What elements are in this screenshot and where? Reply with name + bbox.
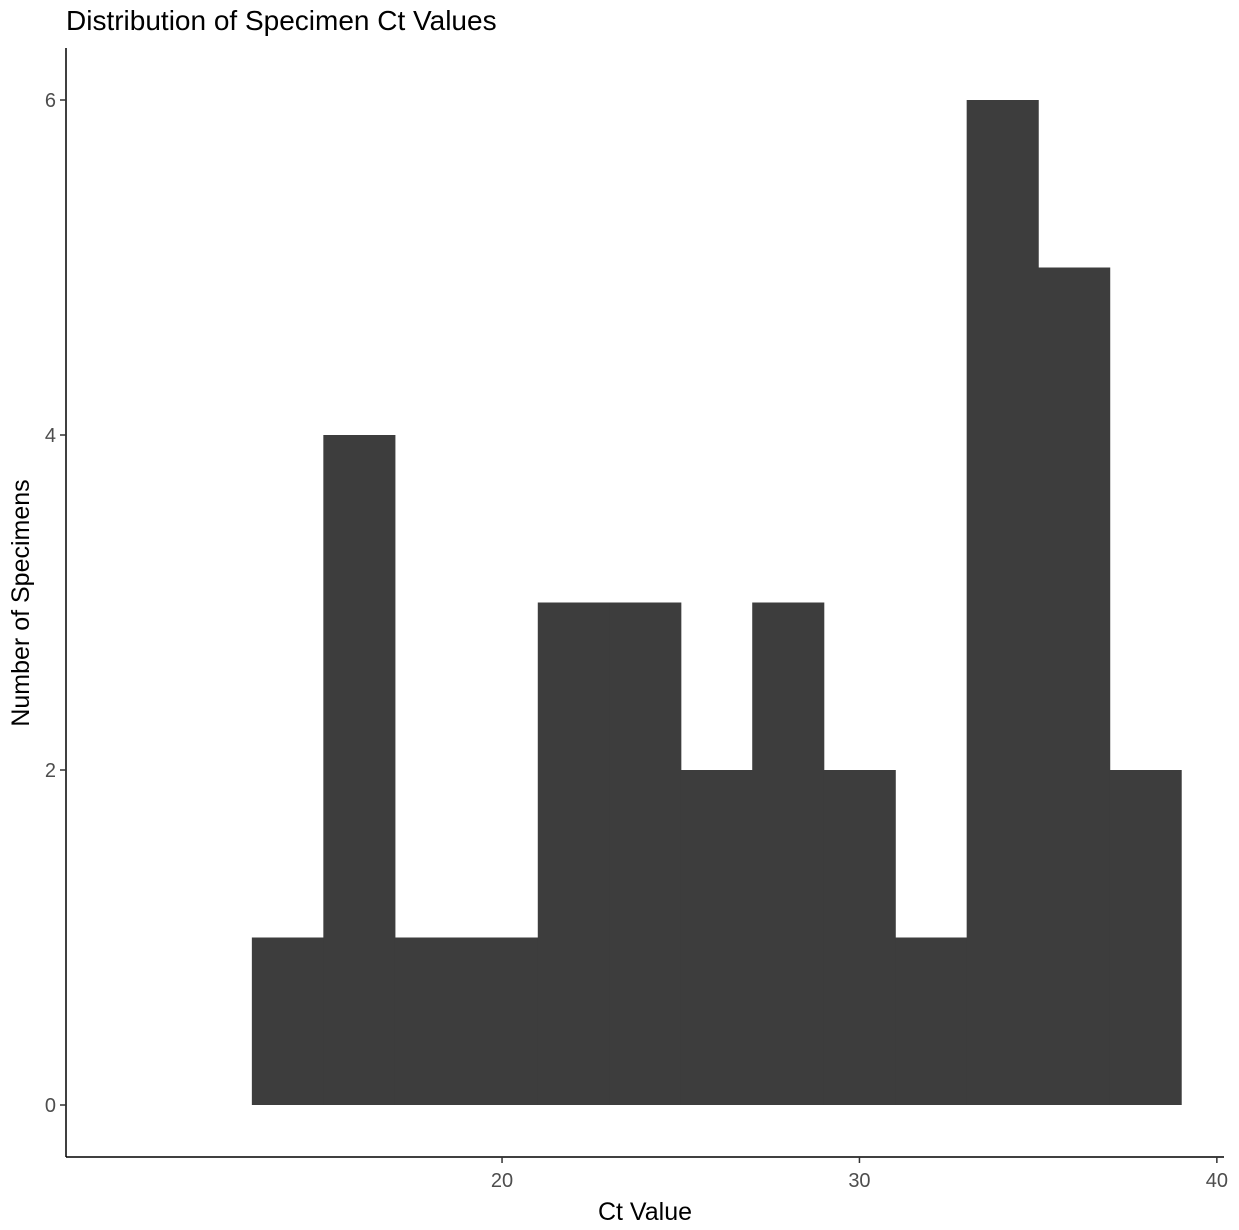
x-axis-title: Ct Value: [598, 1198, 692, 1226]
y-axis-title: Number of Specimens: [7, 479, 35, 726]
y-tick-label: 0: [45, 1095, 56, 1117]
bars-group: [251, 100, 1182, 1105]
x-tick-label: 20: [491, 1170, 513, 1192]
histogram-bar-1: [251, 937, 324, 1105]
histogram-bar-13: [1109, 770, 1182, 1105]
x-tick-label: 40: [1206, 1170, 1228, 1192]
histogram-bar-11: [966, 100, 1039, 1105]
y-tick-label: 6: [45, 90, 56, 112]
histogram-bar-6: [609, 602, 682, 1105]
histogram-bar-12: [1038, 267, 1111, 1105]
y-tick-label: 2: [45, 760, 56, 782]
histogram-bar-7: [680, 770, 753, 1105]
y-axis-ticks: 0 2 4 6: [45, 90, 66, 1117]
histogram-bar-4: [466, 937, 539, 1105]
chart-title: Distribution of Specimen Ct Values: [66, 5, 497, 36]
x-axis-ticks: 20 30 40: [491, 1157, 1228, 1192]
y-tick-label: 4: [45, 425, 56, 447]
x-tick-label: 30: [848, 1170, 870, 1192]
histogram-bar-3: [394, 937, 467, 1105]
histogram-bar-8: [752, 602, 825, 1105]
histogram-bar-9: [823, 770, 896, 1105]
histogram-bar-10: [895, 937, 968, 1105]
histogram-bar-5: [537, 602, 610, 1105]
histogram-bar-2: [323, 435, 396, 1105]
